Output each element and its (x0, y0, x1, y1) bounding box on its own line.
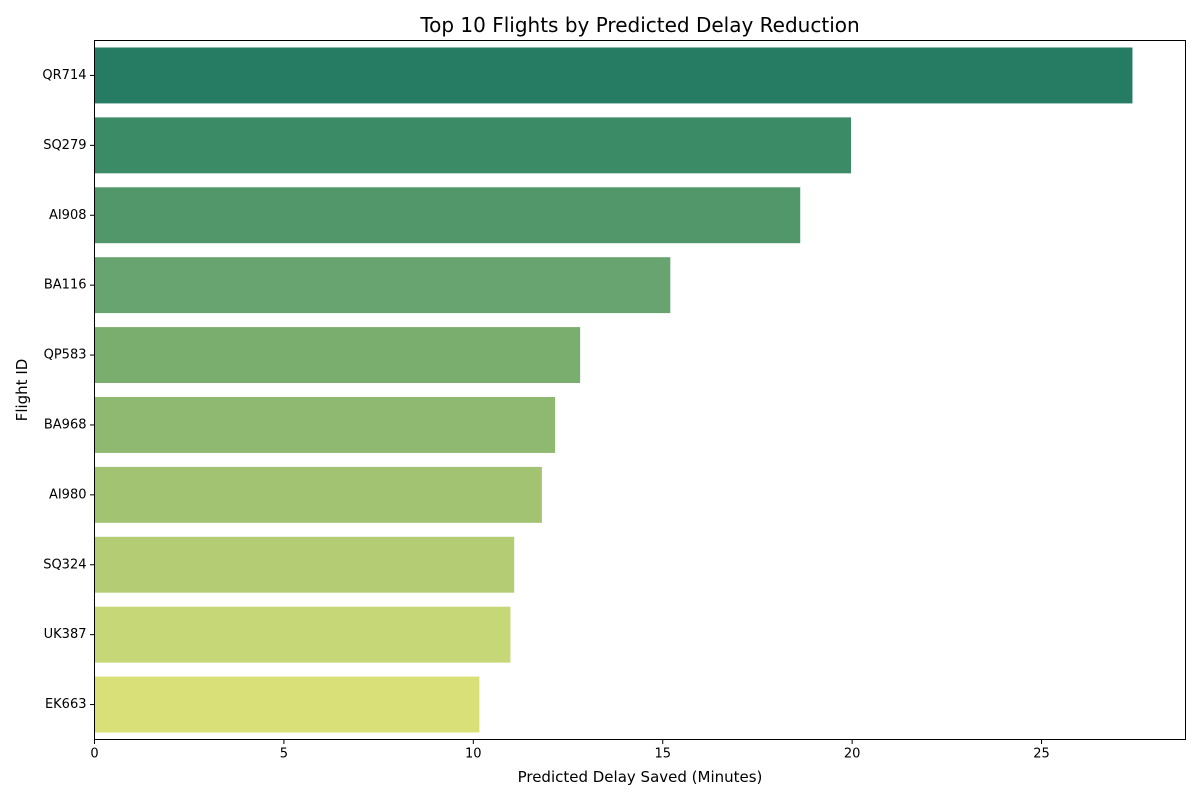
y-axis: QR714 SQ279 AI908 BA116 QP583 BA968 AI980 SQ324… (42, 68, 95, 712)
x-tick-label: 5 (280, 747, 288, 762)
y-tick-label: BA116 (44, 278, 87, 293)
x-axis-label: Predicted Delay Saved (Minutes) (518, 768, 763, 786)
x-tick-label: 25 (1033, 747, 1050, 762)
chart-title: Top 10 Flights by Predicted Delay Reduct… (419, 13, 859, 37)
bar-sq324 (94, 536, 515, 593)
bar-qp583 (94, 327, 581, 384)
x-axis: 0 5 10 15 20 25 (90, 739, 1050, 762)
x-tick-label: 0 (90, 747, 98, 762)
bar-uk387 (94, 606, 511, 663)
bar-ba116 (94, 257, 671, 314)
y-tick-label: AI980 (49, 487, 87, 502)
bar-qr714 (94, 47, 1133, 104)
y-axis-label: Flight ID (13, 359, 31, 422)
y-tick-label: EK663 (45, 697, 87, 712)
y-tick-label: QP583 (44, 348, 87, 363)
y-tick-label: SQ279 (43, 138, 86, 153)
y-tick-label: UK387 (44, 627, 87, 642)
bar-ek663 (94, 676, 480, 733)
y-tick-label: AI908 (49, 208, 87, 223)
bar-ai908 (94, 187, 801, 244)
y-tick-label: QR714 (42, 68, 86, 83)
y-tick-label: SQ324 (43, 557, 86, 572)
bar-sq279 (94, 117, 852, 174)
y-tick-label: BA968 (44, 417, 87, 432)
x-tick-label: 20 (844, 747, 861, 762)
bar-ba968 (94, 396, 556, 453)
plot-frame (94, 40, 1186, 740)
x-tick-label: 10 (465, 747, 482, 762)
bars-layer (94, 47, 1133, 733)
bar-ai980 (94, 466, 542, 523)
x-tick-label: 15 (654, 747, 671, 762)
